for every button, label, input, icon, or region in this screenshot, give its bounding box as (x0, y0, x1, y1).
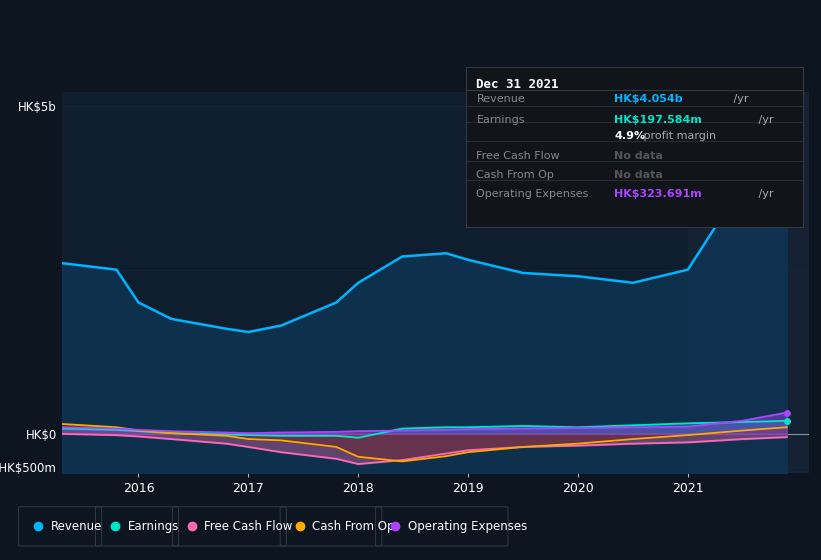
Text: Free Cash Flow: Free Cash Flow (476, 151, 560, 161)
Text: Free Cash Flow: Free Cash Flow (204, 520, 293, 533)
Text: Earnings: Earnings (476, 115, 525, 125)
Text: Cash From Op: Cash From Op (476, 170, 554, 180)
Text: HK$4.054b: HK$4.054b (614, 94, 683, 104)
Text: Operating Expenses: Operating Expenses (408, 520, 527, 533)
Text: /yr: /yr (755, 115, 773, 125)
Text: HK$323.691m: HK$323.691m (614, 189, 702, 199)
Text: No data: No data (614, 151, 663, 161)
Bar (688, 92, 821, 473)
Text: 4.9%: 4.9% (614, 131, 645, 141)
Text: Operating Expenses: Operating Expenses (476, 189, 589, 199)
Text: Cash From Op: Cash From Op (312, 520, 395, 533)
Text: Revenue: Revenue (51, 520, 102, 533)
Text: Earnings: Earnings (127, 520, 179, 533)
Text: profit margin: profit margin (640, 131, 716, 141)
Text: Revenue: Revenue (476, 94, 525, 104)
Text: No data: No data (614, 170, 663, 180)
Text: Dec 31 2021: Dec 31 2021 (476, 78, 559, 91)
Text: /yr: /yr (730, 94, 748, 104)
Text: HK$197.584m: HK$197.584m (614, 115, 702, 125)
Text: /yr: /yr (755, 189, 773, 199)
